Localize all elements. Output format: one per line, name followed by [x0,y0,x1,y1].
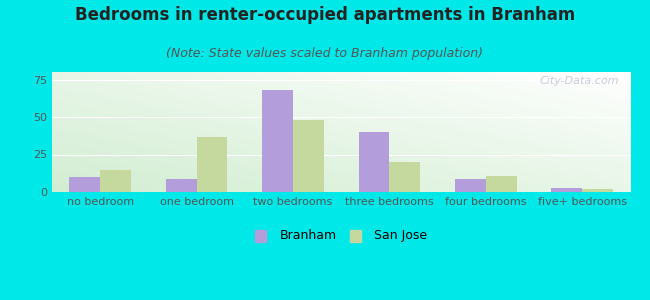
Bar [455,178,486,192]
Bar [100,169,131,192]
Bar [389,162,421,192]
Bar [486,176,517,192]
Legend: Branham, San Jose: Branham, San Jose [248,223,434,248]
Bar [551,188,582,192]
Bar [70,177,100,192]
Bar [196,136,227,192]
Bar [262,90,293,192]
Text: City-Data.com: City-Data.com [540,76,619,85]
Bar [359,132,389,192]
Bar [293,120,324,192]
Bar [582,189,613,192]
Bar [166,178,196,192]
Text: (Note: State values scaled to Branham population): (Note: State values scaled to Branham po… [166,46,484,59]
Text: Bedrooms in renter-occupied apartments in Branham: Bedrooms in renter-occupied apartments i… [75,6,575,24]
